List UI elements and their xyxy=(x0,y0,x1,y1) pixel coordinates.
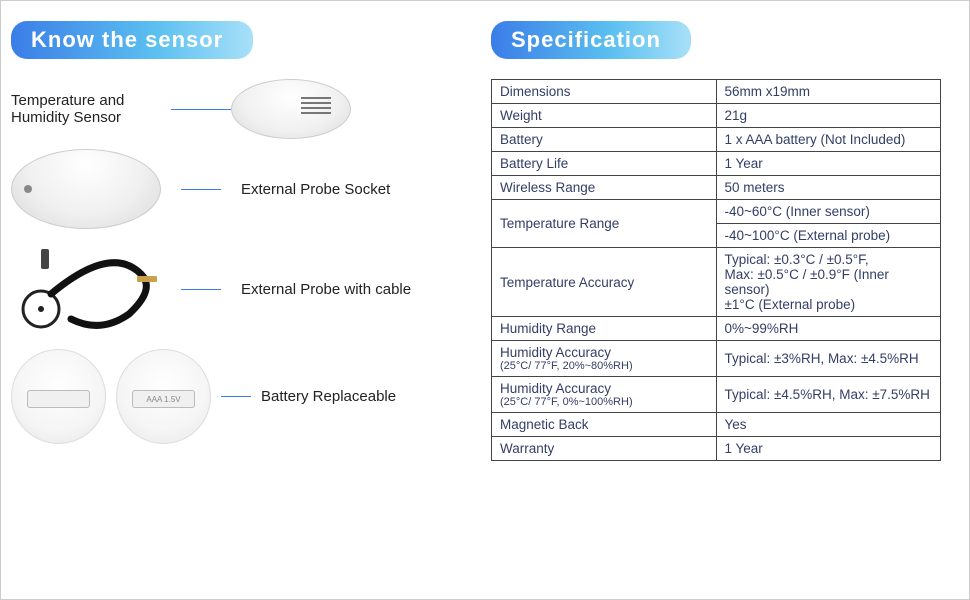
spec-label: Magnetic Back xyxy=(492,413,717,437)
label-temp-humidity-sensor: Temperature and Humidity Sensor xyxy=(11,92,171,126)
spec-label: Warranty xyxy=(492,437,717,461)
spec-label: Wireless Range xyxy=(492,176,717,200)
spec-value: Typical: ±3%RH, Max: ±4.5%RH xyxy=(716,341,941,377)
spec-value: Typical: ±4.5%RH, Max: ±7.5%RH xyxy=(716,377,941,413)
know-the-sensor-panel: Know the sensor Temperature and Humidity… xyxy=(11,21,471,579)
spec-value: 1 Year xyxy=(716,437,941,461)
spec-value: 1 x AAA battery (Not Included) xyxy=(716,128,941,152)
external-probe-cable xyxy=(11,244,161,334)
label-probe-socket: External Probe Socket xyxy=(241,181,390,198)
spec-value: Typical: ±0.3°C / ±0.5°F,Max: ±0.5°C / ±… xyxy=(716,248,941,317)
spec-value: -40~100°C (External probe) xyxy=(716,224,941,248)
spec-table: Dimensions56mm x19mmWeight21gBattery1 x … xyxy=(491,79,941,461)
left-heading: Know the sensor xyxy=(11,21,253,59)
lead-line xyxy=(181,289,221,290)
spec-value: 50 meters xyxy=(716,176,941,200)
battery-slot-label: AAA 1.5V xyxy=(132,390,195,408)
spec-label: Weight xyxy=(492,104,717,128)
spec-label: Humidity Accuracy(25°C/ 77°F, 20%~80%RH) xyxy=(492,341,717,377)
spec-label: Humidity Range xyxy=(492,317,717,341)
spec-label: Battery Life xyxy=(492,152,717,176)
sensor-side-view xyxy=(11,149,161,229)
spec-label: Battery xyxy=(492,128,717,152)
specification-panel: Specification Dimensions56mm x19mmWeight… xyxy=(491,21,941,579)
lead-line xyxy=(171,109,231,110)
sensor-top-view xyxy=(231,79,351,139)
spec-value: -40~60°C (Inner sensor) xyxy=(716,200,941,224)
spec-value: 56mm x19mm xyxy=(716,80,941,104)
label-battery-replaceable: Battery Replaceable xyxy=(261,388,396,405)
spec-value: 0%~99%RH xyxy=(716,317,941,341)
spec-value: 1 Year xyxy=(716,152,941,176)
sensor-back-open: AAA 1.5V xyxy=(116,349,211,444)
spec-label: Temperature Accuracy xyxy=(492,248,717,317)
right-heading: Specification xyxy=(491,21,691,59)
spec-label: Dimensions xyxy=(492,80,717,104)
spec-value: Yes xyxy=(716,413,941,437)
label-probe-cable: External Probe with cable xyxy=(241,281,411,298)
lead-line xyxy=(181,189,221,190)
lead-line xyxy=(221,396,251,397)
sensor-back-closed xyxy=(11,349,106,444)
spec-label: Temperature Range xyxy=(492,200,717,248)
spec-label: Humidity Accuracy(25°C/ 77°F, 0%~100%RH) xyxy=(492,377,717,413)
spec-value: 21g xyxy=(716,104,941,128)
